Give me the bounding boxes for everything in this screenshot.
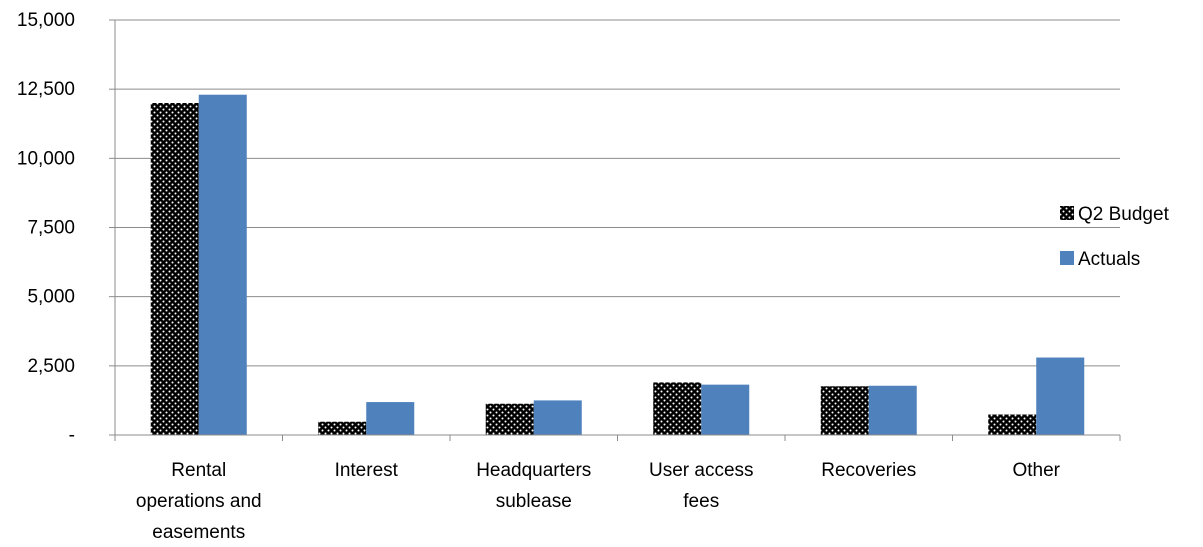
bar-actuals-1 <box>366 402 415 435</box>
bar-actuals-2 <box>533 400 582 435</box>
bar-q2-budget-0 <box>150 103 199 435</box>
x-category-label: User access fees <box>649 460 754 512</box>
y-tick-label: 7,500 <box>27 218 75 239</box>
legend-label: Q2 Budget <box>1078 204 1170 225</box>
x-category-label: Rental operations and easements <box>136 460 262 543</box>
bar-actuals-0 <box>198 94 247 435</box>
bar-q2-budget-2 <box>485 403 534 435</box>
x-category-label: Recoveries <box>821 460 916 481</box>
y-tick-label: 2,500 <box>27 356 75 377</box>
x-category-label: Interest <box>335 460 399 481</box>
bar-actuals-5 <box>1036 357 1085 435</box>
bar-q2-budget-3 <box>653 382 702 435</box>
legend-label: Actuals <box>1078 249 1140 270</box>
y-axis-ticks: - 2,500 5,000 7,500 10,000 12,500 15,000 <box>17 10 115 446</box>
axes <box>114 20 1121 441</box>
legend: Q2 Budget Actuals <box>1060 204 1170 270</box>
x-category-label: Headquarters sublease <box>476 460 591 512</box>
bars <box>150 94 1085 435</box>
y-tick-label: 10,000 <box>17 148 75 169</box>
bar-q2-budget-5 <box>988 414 1037 435</box>
x-category-label: Other <box>1012 460 1060 481</box>
bar-actuals-3 <box>701 384 750 435</box>
legend-swatch-actuals <box>1060 251 1074 265</box>
gridlines <box>115 19 1120 367</box>
y-tick-label: - <box>69 425 75 446</box>
bar-q2-budget-4 <box>820 386 869 435</box>
y-tick-label: 15,000 <box>17 10 75 31</box>
legend-swatch-q2-budget <box>1060 206 1074 220</box>
x-axis-labels: Rental operations and easements Interest Hea… <box>136 460 1061 543</box>
y-tick-label: 12,500 <box>17 79 75 100</box>
y-tick-label: 5,000 <box>27 287 75 308</box>
bar-actuals-4 <box>868 385 917 435</box>
bar-q2-budget-1 <box>318 421 367 435</box>
